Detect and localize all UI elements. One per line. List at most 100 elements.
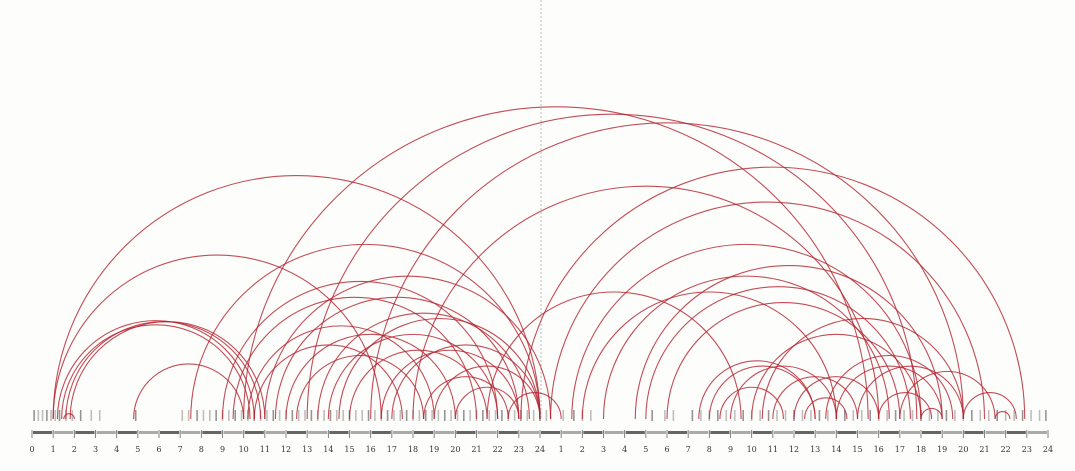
- arc: [520, 166, 1026, 420]
- x-tick-label: 20: [958, 445, 968, 454]
- hour-band: [795, 431, 815, 434]
- x-tick-label: 15: [344, 445, 354, 454]
- hour-band: [75, 431, 95, 434]
- arc: [370, 122, 964, 420]
- x-tick-label: 8: [199, 445, 204, 454]
- hour-band: [646, 431, 666, 434]
- hour-band: [308, 431, 328, 434]
- arc: [994, 411, 1011, 420]
- x-tick-label: 13: [302, 445, 312, 454]
- hour-band: [668, 431, 688, 434]
- arc: [761, 318, 964, 420]
- arc: [327, 333, 499, 420]
- x-tick-label: 22: [1001, 445, 1011, 454]
- hour-band: [519, 431, 539, 434]
- arc: [247, 325, 435, 420]
- arc: [232, 296, 478, 420]
- arc: [454, 386, 520, 420]
- x-tick-label: 20: [450, 445, 460, 454]
- hour-band: [858, 431, 878, 434]
- x-tick-label: 0: [29, 445, 34, 454]
- arc: [221, 280, 499, 420]
- arc: [412, 185, 880, 420]
- hour-band: [731, 431, 751, 434]
- arc: [581, 291, 837, 420]
- x-tick-label: 9: [728, 445, 733, 454]
- hour-band: [287, 431, 307, 434]
- arc: [486, 291, 742, 420]
- arc: [63, 413, 75, 420]
- arc: [52, 254, 382, 420]
- x-tick-label: 15: [852, 445, 862, 454]
- arc: [348, 349, 488, 420]
- arc: [962, 391, 1017, 420]
- x-tick-label: 6: [156, 445, 161, 454]
- x-tick-label: 17: [387, 445, 397, 454]
- x-tick-label: 16: [874, 445, 884, 454]
- hour-band: [964, 431, 984, 434]
- hour-band: [773, 431, 793, 434]
- hour-band: [477, 431, 497, 434]
- arc: [645, 286, 911, 420]
- x-tick-label: 5: [643, 445, 648, 454]
- hour-band: [1027, 431, 1047, 434]
- hour-band: [435, 431, 455, 434]
- arc: [52, 175, 541, 420]
- hour-band: [350, 431, 370, 434]
- arc: [602, 275, 890, 420]
- arc: [729, 365, 837, 420]
- arc: [133, 363, 245, 420]
- arc: [708, 365, 816, 420]
- x-tick-label: 19: [429, 445, 439, 454]
- arc: [571, 243, 922, 420]
- arc: [306, 113, 918, 420]
- x-tick-label: 19: [937, 445, 947, 454]
- x-tick-label: 4: [114, 445, 119, 454]
- x-tick-label: 22: [493, 445, 503, 454]
- x-tick-label: 2: [580, 445, 585, 454]
- hour-band: [117, 431, 137, 434]
- hour-band: [541, 431, 561, 434]
- hour-band: [456, 431, 476, 434]
- hour-band: [160, 431, 180, 434]
- x-tick-label: 11: [260, 445, 270, 454]
- arc: [899, 370, 996, 420]
- x-tick-label: 9: [220, 445, 225, 454]
- x-tick-label: 23: [1022, 445, 1032, 454]
- arc: [253, 344, 403, 420]
- x-tick-label: 18: [408, 445, 418, 454]
- arc: [751, 334, 922, 420]
- arc: [634, 265, 943, 420]
- hour-band: [329, 431, 349, 434]
- hour-band: [752, 431, 772, 434]
- x-tick-label: 13: [810, 445, 820, 454]
- arc: [423, 376, 509, 420]
- hour-band: [96, 431, 116, 434]
- arc: [296, 355, 425, 420]
- hour-band: [604, 431, 624, 434]
- x-tick-label: 24: [1043, 445, 1053, 454]
- x-tick-label: 1: [51, 445, 56, 454]
- arc: [69, 321, 266, 420]
- hour-band: [138, 431, 158, 434]
- hour-band: [710, 431, 730, 434]
- arc: [772, 376, 859, 420]
- arc: [338, 318, 541, 420]
- arc: [190, 243, 541, 420]
- arc: [317, 312, 530, 420]
- x-tick-label: 7: [178, 445, 183, 454]
- hour-band: [265, 431, 285, 434]
- arc: [856, 365, 964, 420]
- arc: [380, 349, 520, 420]
- x-tick-label: 24: [535, 445, 545, 454]
- hour-band: [392, 431, 412, 434]
- arc: [719, 386, 784, 420]
- hour-band: [414, 431, 434, 434]
- x-tick-label: 1: [559, 445, 564, 454]
- x-tick-label: 5: [135, 445, 140, 454]
- arc: [793, 376, 880, 420]
- arc: [804, 397, 848, 420]
- x-tick-label: 3: [601, 445, 606, 454]
